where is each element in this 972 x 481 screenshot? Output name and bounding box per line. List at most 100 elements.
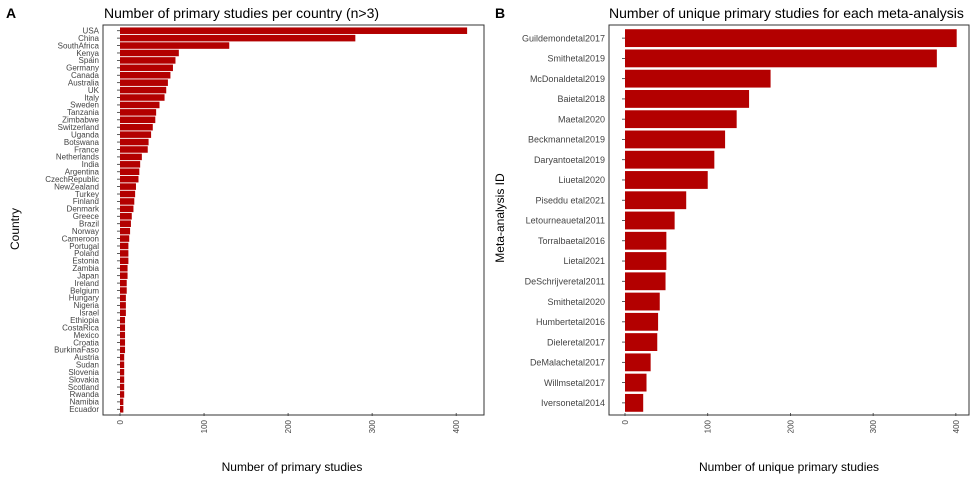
x-tick-label-200: 200: [786, 419, 795, 433]
panel-b-bars: [625, 29, 957, 412]
y-tick-label-brazil: Brazil: [79, 220, 99, 229]
x-tick-label-100: 100: [704, 419, 713, 433]
y-tick-label-poland: Poland: [74, 249, 99, 258]
y-tick-label-sweden: Sweden: [70, 101, 99, 110]
y-tick-label-denmark: Denmark: [67, 205, 100, 214]
bar-ireland: [120, 279, 127, 287]
panel-a-bars: [120, 27, 468, 413]
y-tick-label-china: China: [78, 34, 99, 43]
y-tick-label-scotland: Scotland: [68, 383, 99, 392]
bar-portugal: [120, 242, 129, 250]
bar-usa: [120, 27, 468, 34]
panel-a-x-axis-label: Number of primary studies: [222, 460, 363, 474]
x-tick-label-300: 300: [869, 419, 878, 433]
y-tick-label-argentina: Argentina: [65, 168, 100, 177]
bar-greece: [120, 213, 132, 220]
x-tick-label-400: 400: [452, 419, 461, 433]
bar-germany: [120, 64, 173, 72]
y-tick-label-portugal: Portugal: [69, 242, 99, 251]
y-tick-label-hungary: Hungary: [69, 294, 99, 303]
y-tick-label-canada: Canada: [71, 71, 100, 80]
y-tick-label-deschrijveretal2011: DeSchrijveretal2011: [525, 276, 605, 286]
bar-maetal2020: [625, 110, 737, 129]
panel-a-x-tick-labels: 0 100 200 300 400: [116, 413, 461, 433]
bar-nigeria: [120, 302, 126, 309]
bar-poland: [120, 250, 129, 257]
panel-b-plot-frame: [608, 24, 970, 416]
y-tick-label-liuetal2020: Liuetal2020: [558, 175, 605, 185]
x-tick-label-0: 0: [621, 419, 630, 424]
bar-willmsetal2017: [625, 373, 647, 392]
bar-czechrepublic: [120, 175, 139, 183]
y-tick-label-newzealand: NewZealand: [54, 182, 99, 191]
y-tick-label-tanzania: Tanzania: [67, 108, 100, 117]
bar-scotland: [120, 383, 125, 391]
x-tick-label-100: 100: [200, 419, 209, 433]
bar-newzealand: [120, 183, 136, 190]
bar-smithetal2020: [625, 292, 660, 311]
y-tick-label-willmsetal2017: Willmsetal2017: [544, 378, 605, 388]
y-tick-label-burkinafaso: BurkinaFaso: [54, 346, 99, 355]
y-tick-label-sudan: Sudan: [76, 361, 99, 370]
panel-b-y-tick-labels: Guildemondetal2017 Smithetal2019 McDonalde…: [522, 33, 625, 408]
y-tick-label-smithetal2019: Smithetal2019: [547, 54, 605, 64]
y-tick-label-belgium: Belgium: [70, 286, 99, 295]
y-tick-label-iversonetal2014: Iversonetal2014: [541, 398, 605, 408]
bar-zimbabwe: [120, 116, 156, 124]
bar-hungary: [120, 294, 126, 302]
x-tick-label-200: 200: [284, 419, 293, 433]
y-tick-label-zambia: Zambia: [72, 264, 99, 273]
y-tick-label-humbertetal2016: Humbertetal2016: [536, 317, 605, 327]
bar-piseddu-etal2021: [625, 191, 687, 210]
bar-iversonetal2014: [625, 393, 644, 412]
y-tick-label-nigeria: Nigeria: [74, 301, 100, 310]
bar-cameroon: [120, 235, 130, 242]
bar-italy: [120, 94, 165, 101]
bar-netherlands: [120, 153, 142, 161]
panel-a-title: Number of primary studies per country (n…: [104, 5, 379, 21]
bar-slovakia: [120, 376, 125, 383]
y-tick-label-lietal2021: Lietal2021: [563, 256, 605, 266]
bar-mcdonaldetal2019: [625, 69, 771, 88]
y-tick-label-estonia: Estonia: [72, 257, 99, 266]
y-tick-label-cameroon: Cameroon: [62, 234, 99, 243]
bar-belgium: [120, 287, 127, 294]
y-tick-label-beckmannetal2019: Beckmannetal2019: [528, 135, 605, 145]
panel-b-letter: B: [495, 5, 505, 21]
y-tick-label-demalachetal2017: DeMalachetal2017: [530, 358, 605, 368]
bar-letourneauetal2011: [625, 211, 675, 230]
y-tick-label-ethiopia: Ethiopia: [70, 316, 99, 325]
bar-argentina: [120, 168, 140, 176]
bar-kenya: [120, 49, 179, 57]
panel-a-y-axis-label: Country: [8, 208, 22, 250]
y-tick-label-daryantoetal2019: Daryantoetal2019: [534, 155, 605, 165]
bar-switzerland: [120, 123, 153, 131]
y-tick-label-smithetal2020: Smithetal2020: [547, 297, 605, 307]
bar-japan: [120, 272, 128, 279]
bar-demalachetal2017: [625, 353, 651, 372]
y-tick-label-botswana: Botswana: [64, 138, 100, 147]
bar-sudan: [120, 361, 125, 369]
y-tick-label-maetal2020: Maetal2020: [558, 114, 605, 124]
bar-france: [120, 146, 148, 153]
bar-costarica: [120, 324, 126, 331]
bar-botswana: [120, 138, 149, 146]
bar-deschrijveretal2011: [625, 272, 666, 291]
panel-a-plot-frame: [102, 24, 485, 416]
y-tick-label-turkey: Turkey: [75, 190, 99, 199]
y-tick-label-finland: Finland: [73, 197, 99, 206]
bar-china: [120, 34, 356, 42]
x-tick-label-300: 300: [368, 419, 377, 433]
bar-croatia: [120, 339, 126, 346]
y-tick-label-mcdonaldetal2019: McDonaldetal2019: [530, 74, 605, 84]
bar-southafrica: [120, 42, 230, 49]
y-tick-label-southafrica: SouthAfrica: [58, 41, 100, 50]
bar-daryantoetal2019: [625, 150, 715, 169]
y-tick-label-czechrepublic: CzechRepublic: [45, 175, 99, 184]
bar-guildemondetal2017: [625, 29, 957, 48]
bar-india: [120, 161, 141, 168]
y-tick-label-france: France: [74, 145, 99, 154]
y-tick-label-india: India: [82, 160, 100, 169]
